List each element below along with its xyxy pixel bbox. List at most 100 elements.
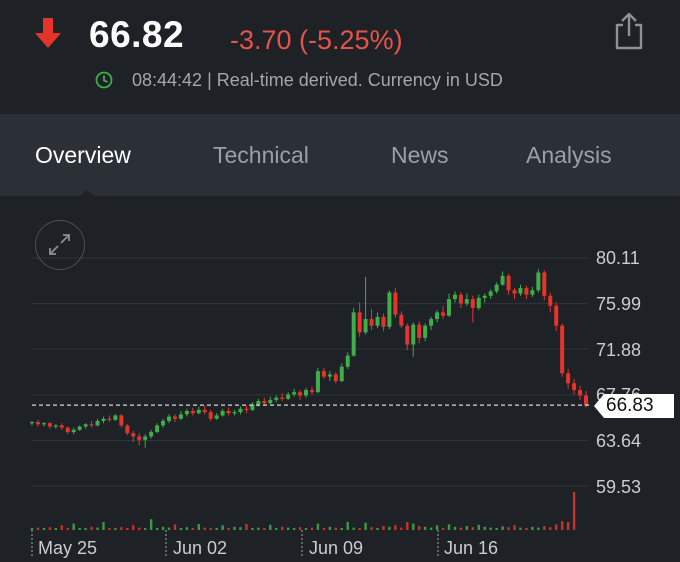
- candle-body: [405, 325, 410, 345]
- candle-body: [172, 416, 177, 419]
- candle-body: [375, 316, 380, 326]
- candle-body: [369, 319, 374, 326]
- candle-body: [518, 288, 523, 294]
- price-tag-label: 66.83: [606, 395, 654, 416]
- candle-body: [524, 288, 529, 295]
- candle-body: [280, 397, 285, 399]
- candle-body: [417, 324, 422, 338]
- volume-bar: [30, 528, 34, 530]
- candle-body: [536, 272, 541, 291]
- volume-bar: [483, 526, 486, 530]
- candle-body: [274, 397, 279, 400]
- candle-body: [155, 425, 160, 433]
- candle-body: [470, 299, 475, 308]
- volume-bar: [555, 524, 558, 530]
- candle-body: [256, 401, 261, 405]
- price-change: -3.70 (-5.25%): [230, 25, 403, 55]
- volume-bar: [286, 527, 290, 530]
- volume-bar: [209, 528, 212, 530]
- candle-body: [435, 312, 440, 320]
- candle-body: [333, 374, 338, 382]
- volume-bar: [465, 526, 469, 530]
- volume-bar: [221, 525, 224, 530]
- tab-technical[interactable]: Technical: [213, 142, 309, 168]
- volume-bar: [358, 528, 361, 530]
- candle-body: [167, 416, 172, 421]
- candle-body: [292, 392, 297, 395]
- quote-header: 66.82 -3.70 (-5.25%) 08:44:42 | Real-tim…: [0, 0, 680, 114]
- candle-body: [357, 312, 362, 333]
- volume-bar: [501, 526, 504, 530]
- volume-bar: [310, 527, 314, 530]
- candle-body: [578, 389, 583, 396]
- market-status: 08:44:42 | Real-time derived. Currency i…: [132, 70, 503, 90]
- volume-bar: [126, 528, 129, 530]
- volume-bar: [245, 524, 248, 530]
- volume-bar: [298, 527, 302, 530]
- candle-body: [351, 312, 356, 356]
- down-arrow-icon: [35, 18, 61, 48]
- volume-bar: [263, 528, 266, 530]
- volume-bar: [257, 527, 260, 530]
- share-icon[interactable]: [612, 12, 646, 50]
- candle-body: [560, 325, 565, 374]
- volume-bar: [471, 527, 475, 530]
- candle-body: [572, 383, 577, 390]
- candle-body: [113, 415, 118, 420]
- candle-body: [232, 412, 237, 414]
- candle-body: [262, 401, 267, 404]
- candle-body: [214, 415, 219, 419]
- tab-news[interactable]: News: [391, 142, 449, 168]
- volume-bar: [203, 527, 206, 530]
- candle-body: [161, 420, 166, 426]
- volume-bar: [382, 526, 385, 530]
- expand-chart-button[interactable]: [35, 220, 85, 270]
- candle-body: [244, 408, 249, 410]
- candle-body: [387, 292, 392, 327]
- volume-bar: [531, 526, 534, 530]
- volume-bar: [328, 526, 332, 530]
- volume-bar: [507, 527, 510, 530]
- volume-bar: [239, 527, 242, 530]
- volume-bar: [197, 524, 200, 530]
- volume-bar: [447, 524, 451, 530]
- volume-bar: [84, 528, 87, 530]
- volume-bar: [566, 522, 570, 530]
- x-tick-label: Jun 16: [444, 538, 499, 558]
- candle-body: [196, 409, 201, 414]
- candle-body: [542, 272, 547, 296]
- volume-bar: [161, 526, 165, 530]
- y-tick-label: 63.64: [596, 431, 642, 451]
- candle-body: [125, 425, 130, 434]
- candle-body: [30, 422, 34, 424]
- candle-body: [131, 433, 136, 437]
- candle-body: [464, 299, 469, 304]
- price-chart[interactable]: [0, 196, 680, 562]
- volume-bar: [96, 527, 99, 530]
- volume-bar: [560, 521, 564, 530]
- candle-body: [411, 324, 416, 345]
- candle-body: [429, 319, 434, 326]
- volume-bar: [418, 526, 421, 530]
- current-price: 66.82: [89, 14, 185, 55]
- candle-body: [327, 374, 332, 377]
- y-tick-label: 59.53: [596, 477, 642, 497]
- candle-body: [71, 429, 76, 433]
- volume-bar: [179, 528, 183, 530]
- volume-bar: [280, 526, 284, 530]
- candle-body: [268, 399, 273, 404]
- volume-bar: [435, 525, 439, 530]
- tab-analysis[interactable]: Analysis: [526, 142, 612, 168]
- candle-body: [304, 389, 309, 396]
- volume-bar: [78, 528, 81, 530]
- expand-icon: [49, 234, 70, 255]
- volume-bar: [66, 528, 69, 530]
- candle-body: [190, 410, 195, 414]
- candle-body: [149, 432, 154, 437]
- volume-bar: [346, 522, 349, 530]
- candle-body: [363, 319, 368, 333]
- candle-body: [184, 410, 189, 415]
- volume-bar: [400, 527, 403, 530]
- candle-body: [458, 294, 463, 304]
- tab-overview[interactable]: Overview: [35, 142, 131, 168]
